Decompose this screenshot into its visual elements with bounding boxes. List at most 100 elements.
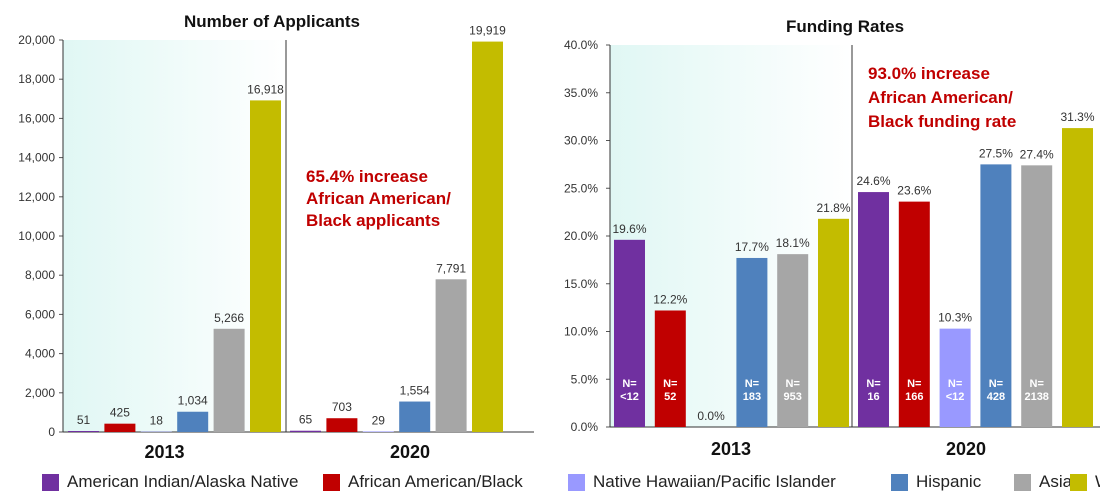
annotation-line: 65.4% increase xyxy=(306,167,428,186)
bar-2020-white xyxy=(472,41,503,433)
y-tick-label: 15.0% xyxy=(564,277,598,291)
legend-swatch xyxy=(1014,473,1031,491)
count-label-line: N= xyxy=(1030,378,1044,390)
data-label: 16,918 xyxy=(247,82,284,96)
chart-panel-1: Number of Applicants 0 2,000 4,000 6,000 8,00… xyxy=(18,12,534,462)
data-label: 703 xyxy=(332,400,352,414)
legend-label: Hispanic xyxy=(916,472,982,491)
data-label: 21.8% xyxy=(816,201,850,215)
bar-2013-white xyxy=(818,218,849,427)
legend-swatch xyxy=(568,473,585,491)
data-label: 27.4% xyxy=(1020,147,1054,161)
legend: American Indian/Alaska Native African Ame… xyxy=(0,470,1100,492)
chart-title: Number of Applicants xyxy=(184,12,360,31)
data-label: 1,034 xyxy=(178,394,208,408)
data-label: 425 xyxy=(110,406,130,420)
legend-swatch xyxy=(1070,473,1087,491)
group-label: 2020 xyxy=(946,439,986,459)
legend-item: American Indian/Alaska Native xyxy=(42,472,299,492)
data-label: 0.0% xyxy=(697,409,725,423)
plot-background xyxy=(63,40,286,432)
y-tick-label: 10.0% xyxy=(564,325,598,339)
count-label: N= 16 xyxy=(866,378,880,403)
y-tick-label: 12,000 xyxy=(18,190,55,204)
data-label: 65 xyxy=(299,413,313,427)
data-label: 27.5% xyxy=(979,146,1013,160)
annotation-line: 93.0% increase xyxy=(868,64,990,83)
data-label: 24.6% xyxy=(856,174,890,188)
data-label: 31.3% xyxy=(1060,110,1094,124)
count-label-line: 183 xyxy=(743,391,761,403)
chart-panel-2: Funding Rates 0.0% 5.0% 10.0% 15.0% 20.0% 25.0… xyxy=(564,17,1100,459)
bar-2013-asian xyxy=(213,328,245,432)
bar-2013-american-indian-alaska-native xyxy=(614,239,645,427)
data-label: 19.6% xyxy=(612,222,646,236)
count-label-line: N= xyxy=(745,378,759,390)
y-tick-label: 30.0% xyxy=(564,134,598,148)
legend-label: American Indian/Alaska Native xyxy=(67,472,299,491)
y-tick-label: 14,000 xyxy=(18,151,55,165)
legend-swatch xyxy=(891,473,908,491)
y-tick-label: 0 xyxy=(48,425,55,439)
count-label-line: 52 xyxy=(664,391,676,403)
bar-2013-white xyxy=(250,100,281,433)
group-label: 2020 xyxy=(390,442,430,462)
chart-title: Funding Rates xyxy=(786,17,904,36)
bar-2020-american-indian-alaska-native xyxy=(858,192,889,427)
data-label: 5,266 xyxy=(214,311,244,325)
legend-label: White xyxy=(1095,472,1100,492)
legend-item: Native Hawaiian/Pacific Islander xyxy=(568,472,836,492)
data-label: 7,791 xyxy=(436,261,466,275)
count-label-line: <12 xyxy=(620,391,639,403)
data-label: 17.7% xyxy=(735,240,769,254)
bar-2013-asian xyxy=(777,254,809,427)
count-label-line: N= xyxy=(786,378,800,390)
group-label: 2013 xyxy=(711,439,751,459)
annotation-line: African American/ xyxy=(306,189,451,208)
bar-2020-african-american-black xyxy=(326,418,358,432)
legend-label: Native Hawaiian/Pacific Islander xyxy=(593,472,836,491)
bar-2013-african-american-black xyxy=(104,423,136,432)
annotation-line: Black funding rate xyxy=(868,112,1016,131)
y-tick-label: 35.0% xyxy=(564,86,598,100)
legend-item: Hispanic xyxy=(891,472,981,492)
y-tick-label: 4,000 xyxy=(25,347,55,361)
bar-2020-asian xyxy=(435,279,467,432)
y-tick-label: 20,000 xyxy=(18,33,55,47)
count-label: N= 953 xyxy=(784,378,802,403)
bar-2020-white xyxy=(1062,128,1093,427)
count-label: N= 2138 xyxy=(1024,378,1048,403)
count-label-line: N= xyxy=(948,378,962,390)
bar-2020-hispanic xyxy=(399,401,431,432)
data-label: 1,554 xyxy=(400,384,430,398)
bar-2020-asian xyxy=(1021,165,1053,427)
bar-2013-american-indian-alaska-native xyxy=(68,431,99,432)
legend-swatch xyxy=(323,473,340,491)
data-label: 18.1% xyxy=(776,236,810,250)
data-label: 23.6% xyxy=(897,184,931,198)
y-tick-label: 16,000 xyxy=(18,111,55,125)
annotation-line: African American/ xyxy=(868,88,1013,107)
count-label-line: N= xyxy=(663,378,677,390)
count-label: N= <12 xyxy=(620,378,639,403)
plot-background xyxy=(610,45,852,427)
data-label: 18 xyxy=(150,414,164,428)
bar-2020-african-american-black xyxy=(898,201,930,427)
legend-label: African American/Black xyxy=(348,472,523,491)
count-label-line: N= xyxy=(622,378,636,390)
data-label: 12.2% xyxy=(653,292,687,306)
y-tick-label: 20.0% xyxy=(564,229,598,243)
bar-2020-native-hawaiian-pacific-islander xyxy=(362,431,394,432)
count-label: N= 428 xyxy=(987,378,1005,403)
y-tick-label: 25.0% xyxy=(564,181,598,195)
y-tick-label: 10,000 xyxy=(18,229,55,243)
bar-2020-american-indian-alaska-native xyxy=(290,430,321,432)
count-label: N= 52 xyxy=(663,378,677,403)
count-label: N= 166 xyxy=(905,378,923,403)
count-label-line: 166 xyxy=(905,391,923,403)
y-tick-label: 2,000 xyxy=(25,386,55,400)
y-tick-label: 8,000 xyxy=(25,268,55,282)
data-label: 10.3% xyxy=(938,311,972,325)
count-label-line: 2138 xyxy=(1024,391,1048,403)
